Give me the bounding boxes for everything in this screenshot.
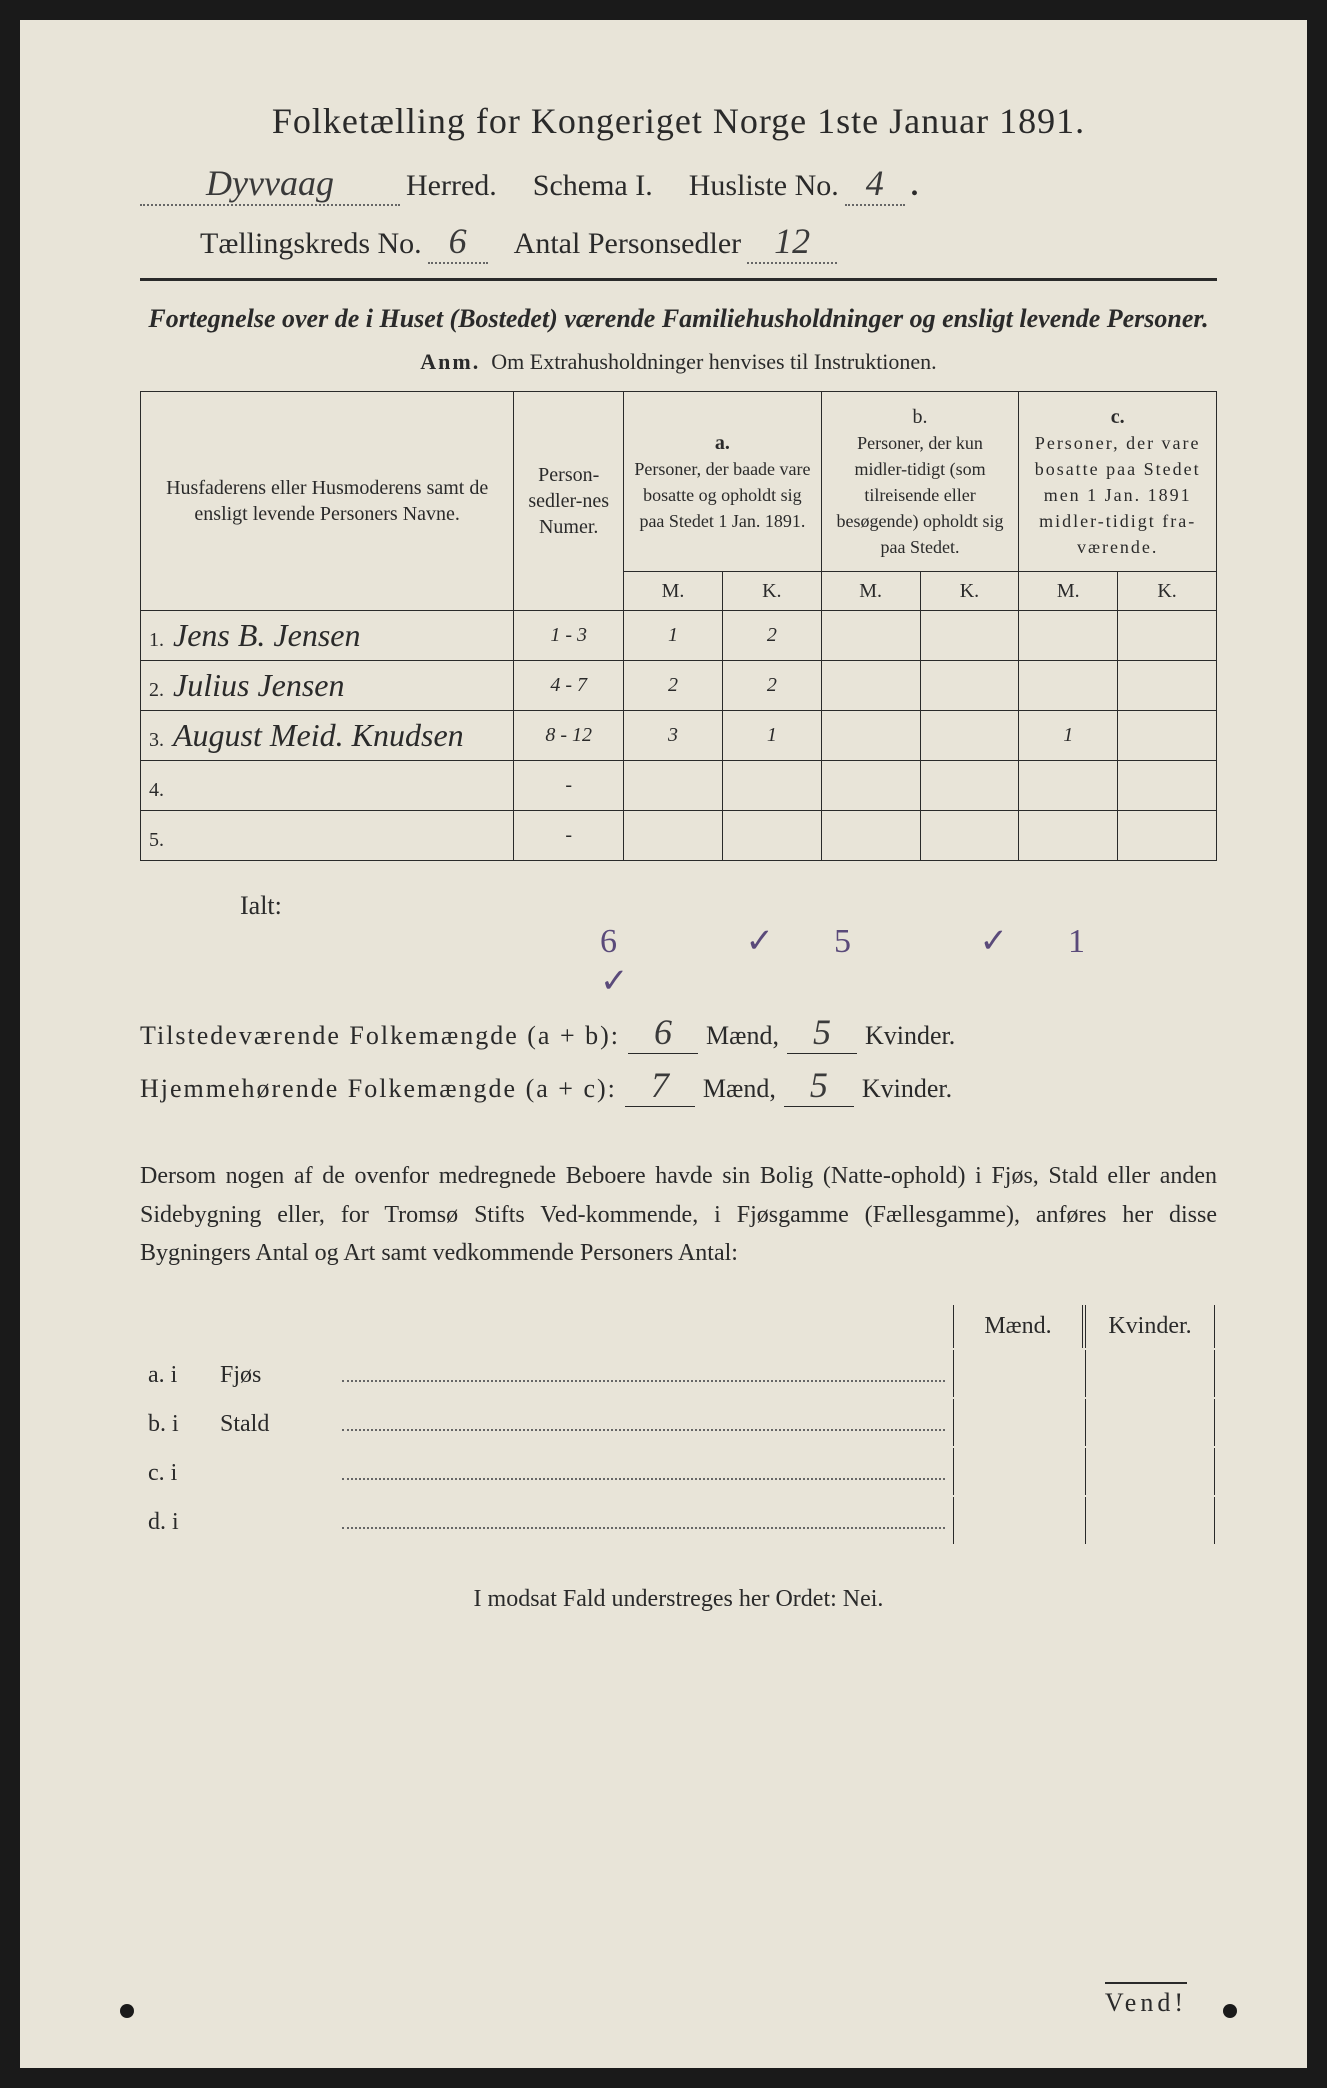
- th-c: c. Personer, der vare bosatte paa Stedet…: [1019, 392, 1217, 572]
- th-numer: Person-sedler-nes Numer.: [514, 392, 624, 611]
- hole-mark-icon: [1223, 2004, 1237, 2018]
- th-am: M.: [624, 572, 723, 611]
- lower-row: b. i Stald: [142, 1399, 1215, 1446]
- th-name: Husfaderens eller Husmoderens samt de en…: [141, 392, 514, 611]
- th-ck: K.: [1118, 572, 1217, 611]
- hjemme-k: 5: [784, 1064, 854, 1107]
- table-row: 2. Julius Jensen 4 - 7 2 2: [141, 661, 1217, 711]
- th-a: a. Personer, der baade vare bosatte og o…: [624, 392, 822, 572]
- th-cm: M.: [1019, 572, 1118, 611]
- header-line-2: Tællingskreds No. 6 Antal Personsedler 1…: [200, 220, 1217, 264]
- building-table: Mænd. Kvinder. a. i Fjøs b. i Stald c. i…: [140, 1303, 1217, 1546]
- tilstede-k: 5: [787, 1011, 857, 1054]
- page-title: Folketælling for Kongeriget Norge 1ste J…: [140, 100, 1217, 142]
- household-table: Husfaderens eller Husmoderens samt de en…: [140, 391, 1217, 861]
- sedler-label: Antal Personsedler: [514, 227, 741, 261]
- kreds-no: 6: [428, 220, 488, 264]
- vend-label: Vend!: [1105, 1982, 1187, 2018]
- th-bm: M.: [821, 572, 920, 611]
- ialt-sums: 6 ✓5 ✓1 ✓: [600, 921, 1217, 1001]
- lower-kvinder: Kvinder.: [1085, 1305, 1215, 1348]
- hole-mark-icon: [120, 2004, 134, 2018]
- table-row: 1. Jens B. Jensen 1 - 3 1 2: [141, 611, 1217, 661]
- husliste-no: 4: [845, 162, 905, 206]
- anm-note: Anm. Om Extrahusholdninger henvises til …: [140, 349, 1217, 375]
- table-row: 5. -: [141, 811, 1217, 861]
- lower-row: d. i: [142, 1497, 1215, 1544]
- instruction-paragraph: Dersom nogen af de ovenfor medregnede Be…: [140, 1157, 1217, 1272]
- subtitle: Fortegnelse over de i Huset (Bostedet) v…: [140, 301, 1217, 337]
- husliste-label: Husliste No.: [689, 169, 839, 203]
- tilstede-m: 6: [628, 1011, 698, 1054]
- kreds-label: Tællingskreds No.: [200, 227, 422, 261]
- schema-label: Schema I.: [533, 169, 653, 203]
- hjemme-m: 7: [625, 1064, 695, 1107]
- th-ak: K.: [722, 572, 821, 611]
- divider: [140, 278, 1217, 281]
- table-row: 4. -: [141, 761, 1217, 811]
- th-bk: K.: [920, 572, 1019, 611]
- table-body: 1. Jens B. Jensen 1 - 3 1 2 2. Julius Je…: [141, 611, 1217, 861]
- tilstede-line: Tilstedeværende Folkemængde (a + b): 6 M…: [140, 1011, 1217, 1054]
- lower-maend: Mænd.: [953, 1305, 1083, 1348]
- herred-label: Herred.: [406, 169, 497, 203]
- hjemme-line: Hjemmehørende Folkemængde (a + c): 7 Mæn…: [140, 1064, 1217, 1107]
- sedler-no: 12: [747, 220, 837, 264]
- table-row: 3. August Meid. Knudsen 8 - 12 3 1 1: [141, 711, 1217, 761]
- ialt-row: Ialt: 6 ✓5 ✓1 ✓: [240, 891, 1217, 1001]
- lower-row: c. i: [142, 1448, 1215, 1495]
- census-form-page: Folketælling for Kongeriget Norge 1ste J…: [20, 20, 1307, 2068]
- footer-instruction: I modsat Fald understreges her Ordet: Ne…: [140, 1586, 1217, 1613]
- header-line-1: Dyvvaag Herred. Schema I. Husliste No. 4…: [140, 162, 1217, 206]
- th-b: b. Personer, der kun midler-tidigt (som …: [821, 392, 1019, 572]
- herred-value: Dyvvaag: [140, 162, 400, 206]
- lower-row: a. i Fjøs: [142, 1350, 1215, 1397]
